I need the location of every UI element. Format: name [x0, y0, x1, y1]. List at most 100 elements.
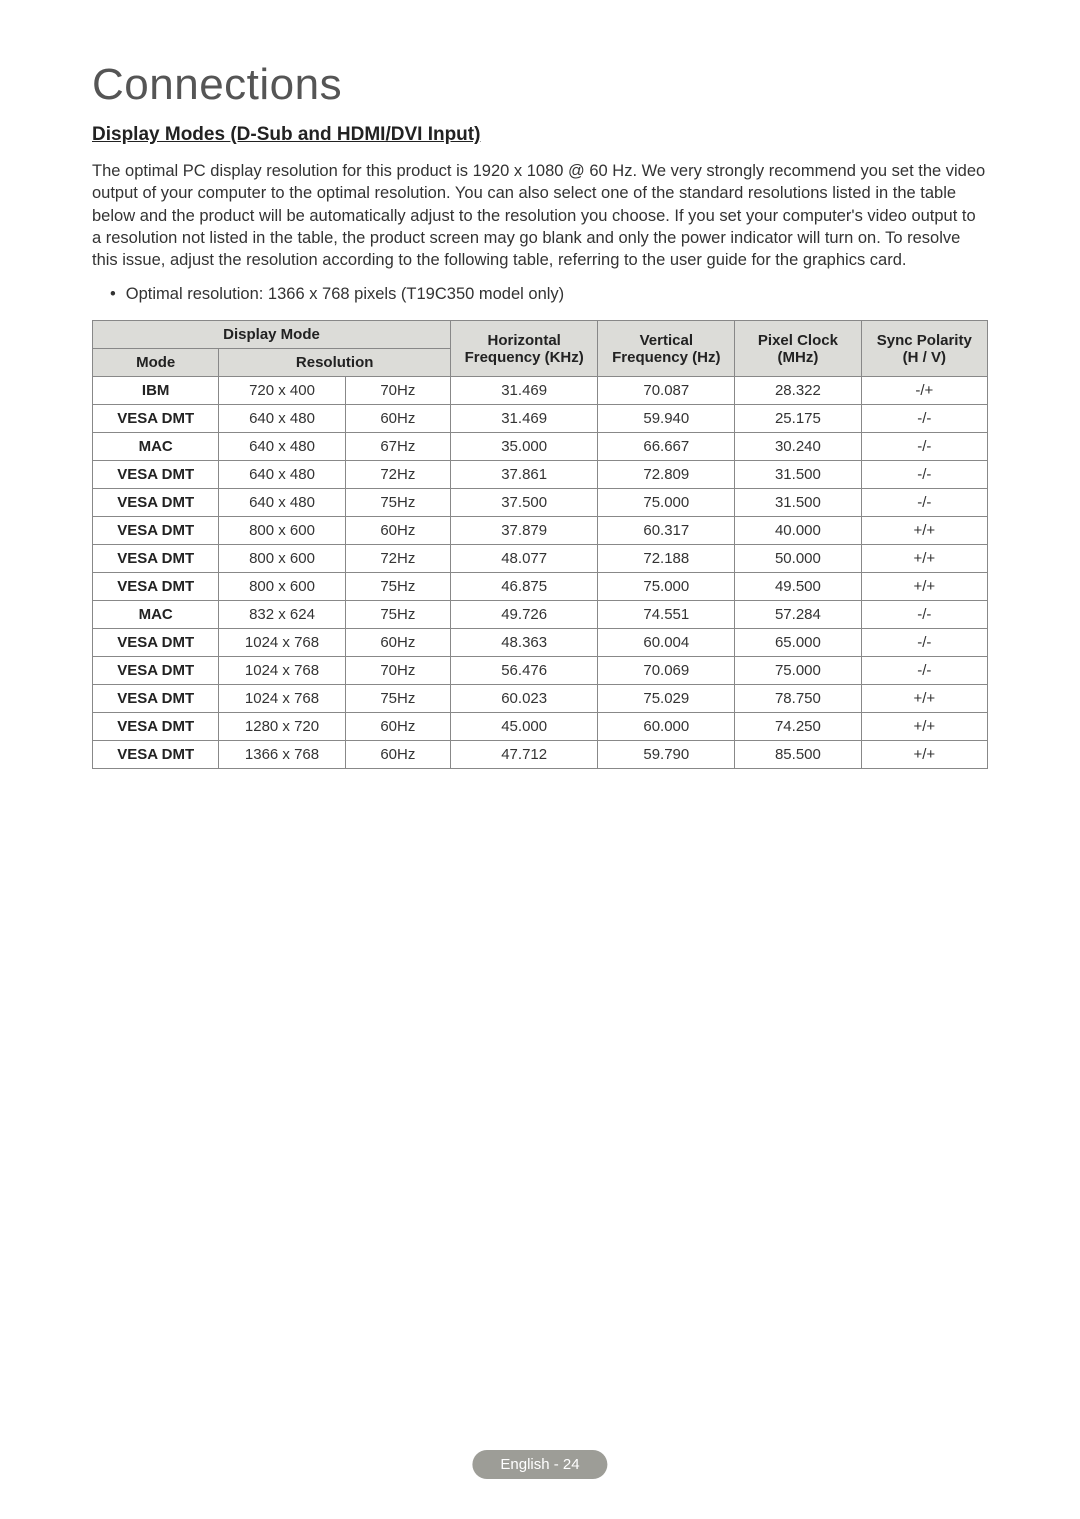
- cell-pixelclock: 85.500: [735, 741, 861, 769]
- cell-pixelclock: 25.175: [735, 405, 861, 433]
- cell-hfreq: 46.875: [450, 573, 597, 601]
- cell-vfreq: 70.087: [598, 377, 735, 405]
- cell-rate: 72Hz: [345, 545, 450, 573]
- cell-sync: -/-: [861, 405, 987, 433]
- cell-sync: +/+: [861, 517, 987, 545]
- cell-sync: +/+: [861, 685, 987, 713]
- cell-mode: MAC: [93, 433, 219, 461]
- cell-pixelclock: 30.240: [735, 433, 861, 461]
- header-v-freq: Vertical Frequency (Hz): [598, 321, 735, 377]
- cell-vfreq: 60.004: [598, 629, 735, 657]
- cell-rate: 70Hz: [345, 377, 450, 405]
- cell-sync: +/+: [861, 741, 987, 769]
- header-sync: Sync Polarity (H / V): [861, 321, 987, 377]
- cell-hfreq: 47.712: [450, 741, 597, 769]
- cell-pixelclock: 74.250: [735, 713, 861, 741]
- cell-rate: 75Hz: [345, 573, 450, 601]
- cell-sync: -/-: [861, 489, 987, 517]
- bullet-item: • Optimal resolution: 1366 x 768 pixels …: [92, 285, 988, 304]
- cell-hfreq: 31.469: [450, 405, 597, 433]
- bullet-text: Optimal resolution: 1366 x 768 pixels (T…: [126, 285, 564, 304]
- cell-vfreq: 75.000: [598, 489, 735, 517]
- cell-hfreq: 56.476: [450, 657, 597, 685]
- cell-vfreq: 60.317: [598, 517, 735, 545]
- cell-mode: VESA DMT: [93, 545, 219, 573]
- cell-resolution: 640 x 480: [219, 405, 345, 433]
- cell-resolution: 1024 x 768: [219, 657, 345, 685]
- cell-sync: -/-: [861, 657, 987, 685]
- table-row: VESA DMT800 x 60072Hz48.07772.18850.000+…: [93, 545, 988, 573]
- table-row: MAC640 x 48067Hz35.00066.66730.240-/-: [93, 433, 988, 461]
- cell-rate: 75Hz: [345, 601, 450, 629]
- cell-rate: 60Hz: [345, 629, 450, 657]
- cell-vfreq: 59.940: [598, 405, 735, 433]
- cell-resolution: 720 x 400: [219, 377, 345, 405]
- cell-hfreq: 45.000: [450, 713, 597, 741]
- page-footer-badge: English - 24: [472, 1450, 607, 1479]
- cell-resolution: 800 x 600: [219, 517, 345, 545]
- cell-resolution: 800 x 600: [219, 545, 345, 573]
- table-row: MAC832 x 62475Hz49.72674.55157.284-/-: [93, 601, 988, 629]
- table-row: VESA DMT800 x 60075Hz46.87575.00049.500+…: [93, 573, 988, 601]
- cell-mode: VESA DMT: [93, 573, 219, 601]
- cell-pixelclock: 50.000: [735, 545, 861, 573]
- cell-pixelclock: 75.000: [735, 657, 861, 685]
- page-title: Connections: [92, 60, 988, 110]
- cell-resolution: 832 x 624: [219, 601, 345, 629]
- cell-mode: VESA DMT: [93, 517, 219, 545]
- cell-hfreq: 35.000: [450, 433, 597, 461]
- cell-sync: -/-: [861, 461, 987, 489]
- cell-sync: +/+: [861, 545, 987, 573]
- cell-rate: 60Hz: [345, 405, 450, 433]
- display-modes-table: Display Mode Horizontal Frequency (KHz) …: [92, 320, 988, 769]
- header-display-mode: Display Mode: [93, 321, 451, 349]
- cell-resolution: 640 x 480: [219, 489, 345, 517]
- table-row: IBM720 x 40070Hz31.46970.08728.322-/+: [93, 377, 988, 405]
- cell-mode: VESA DMT: [93, 461, 219, 489]
- cell-resolution: 800 x 600: [219, 573, 345, 601]
- cell-rate: 75Hz: [345, 489, 450, 517]
- cell-hfreq: 49.726: [450, 601, 597, 629]
- cell-rate: 72Hz: [345, 461, 450, 489]
- cell-pixelclock: 65.000: [735, 629, 861, 657]
- cell-mode: IBM: [93, 377, 219, 405]
- table-row: VESA DMT1366 x 76860Hz47.71259.79085.500…: [93, 741, 988, 769]
- cell-hfreq: 37.879: [450, 517, 597, 545]
- cell-vfreq: 74.551: [598, 601, 735, 629]
- cell-pixelclock: 57.284: [735, 601, 861, 629]
- table-row: VESA DMT1024 x 76870Hz56.47670.06975.000…: [93, 657, 988, 685]
- cell-pixelclock: 49.500: [735, 573, 861, 601]
- cell-resolution: 1024 x 768: [219, 629, 345, 657]
- cell-vfreq: 72.809: [598, 461, 735, 489]
- cell-vfreq: 60.000: [598, 713, 735, 741]
- cell-vfreq: 66.667: [598, 433, 735, 461]
- cell-sync: +/+: [861, 713, 987, 741]
- table-row: VESA DMT640 x 48075Hz37.50075.00031.500-…: [93, 489, 988, 517]
- table-row: VESA DMT640 x 48060Hz31.46959.94025.175-…: [93, 405, 988, 433]
- table-row: VESA DMT1024 x 76860Hz48.36360.00465.000…: [93, 629, 988, 657]
- cell-pixelclock: 40.000: [735, 517, 861, 545]
- cell-hfreq: 37.500: [450, 489, 597, 517]
- cell-rate: 70Hz: [345, 657, 450, 685]
- cell-rate: 75Hz: [345, 685, 450, 713]
- section-subtitle: Display Modes (D-Sub and HDMI/DVI Input): [92, 124, 988, 146]
- table-row: VESA DMT640 x 48072Hz37.86172.80931.500-…: [93, 461, 988, 489]
- cell-mode: VESA DMT: [93, 489, 219, 517]
- cell-hfreq: 48.077: [450, 545, 597, 573]
- cell-pixelclock: 31.500: [735, 489, 861, 517]
- cell-sync: -/-: [861, 601, 987, 629]
- cell-hfreq: 31.469: [450, 377, 597, 405]
- cell-resolution: 1280 x 720: [219, 713, 345, 741]
- cell-sync: -/-: [861, 629, 987, 657]
- header-resolution: Resolution: [219, 349, 451, 377]
- cell-sync: -/+: [861, 377, 987, 405]
- cell-hfreq: 37.861: [450, 461, 597, 489]
- cell-mode: VESA DMT: [93, 405, 219, 433]
- cell-rate: 60Hz: [345, 517, 450, 545]
- cell-vfreq: 70.069: [598, 657, 735, 685]
- cell-mode: VESA DMT: [93, 685, 219, 713]
- cell-vfreq: 75.029: [598, 685, 735, 713]
- cell-resolution: 1366 x 768: [219, 741, 345, 769]
- cell-sync: -/-: [861, 433, 987, 461]
- table-row: VESA DMT1024 x 76875Hz60.02375.02978.750…: [93, 685, 988, 713]
